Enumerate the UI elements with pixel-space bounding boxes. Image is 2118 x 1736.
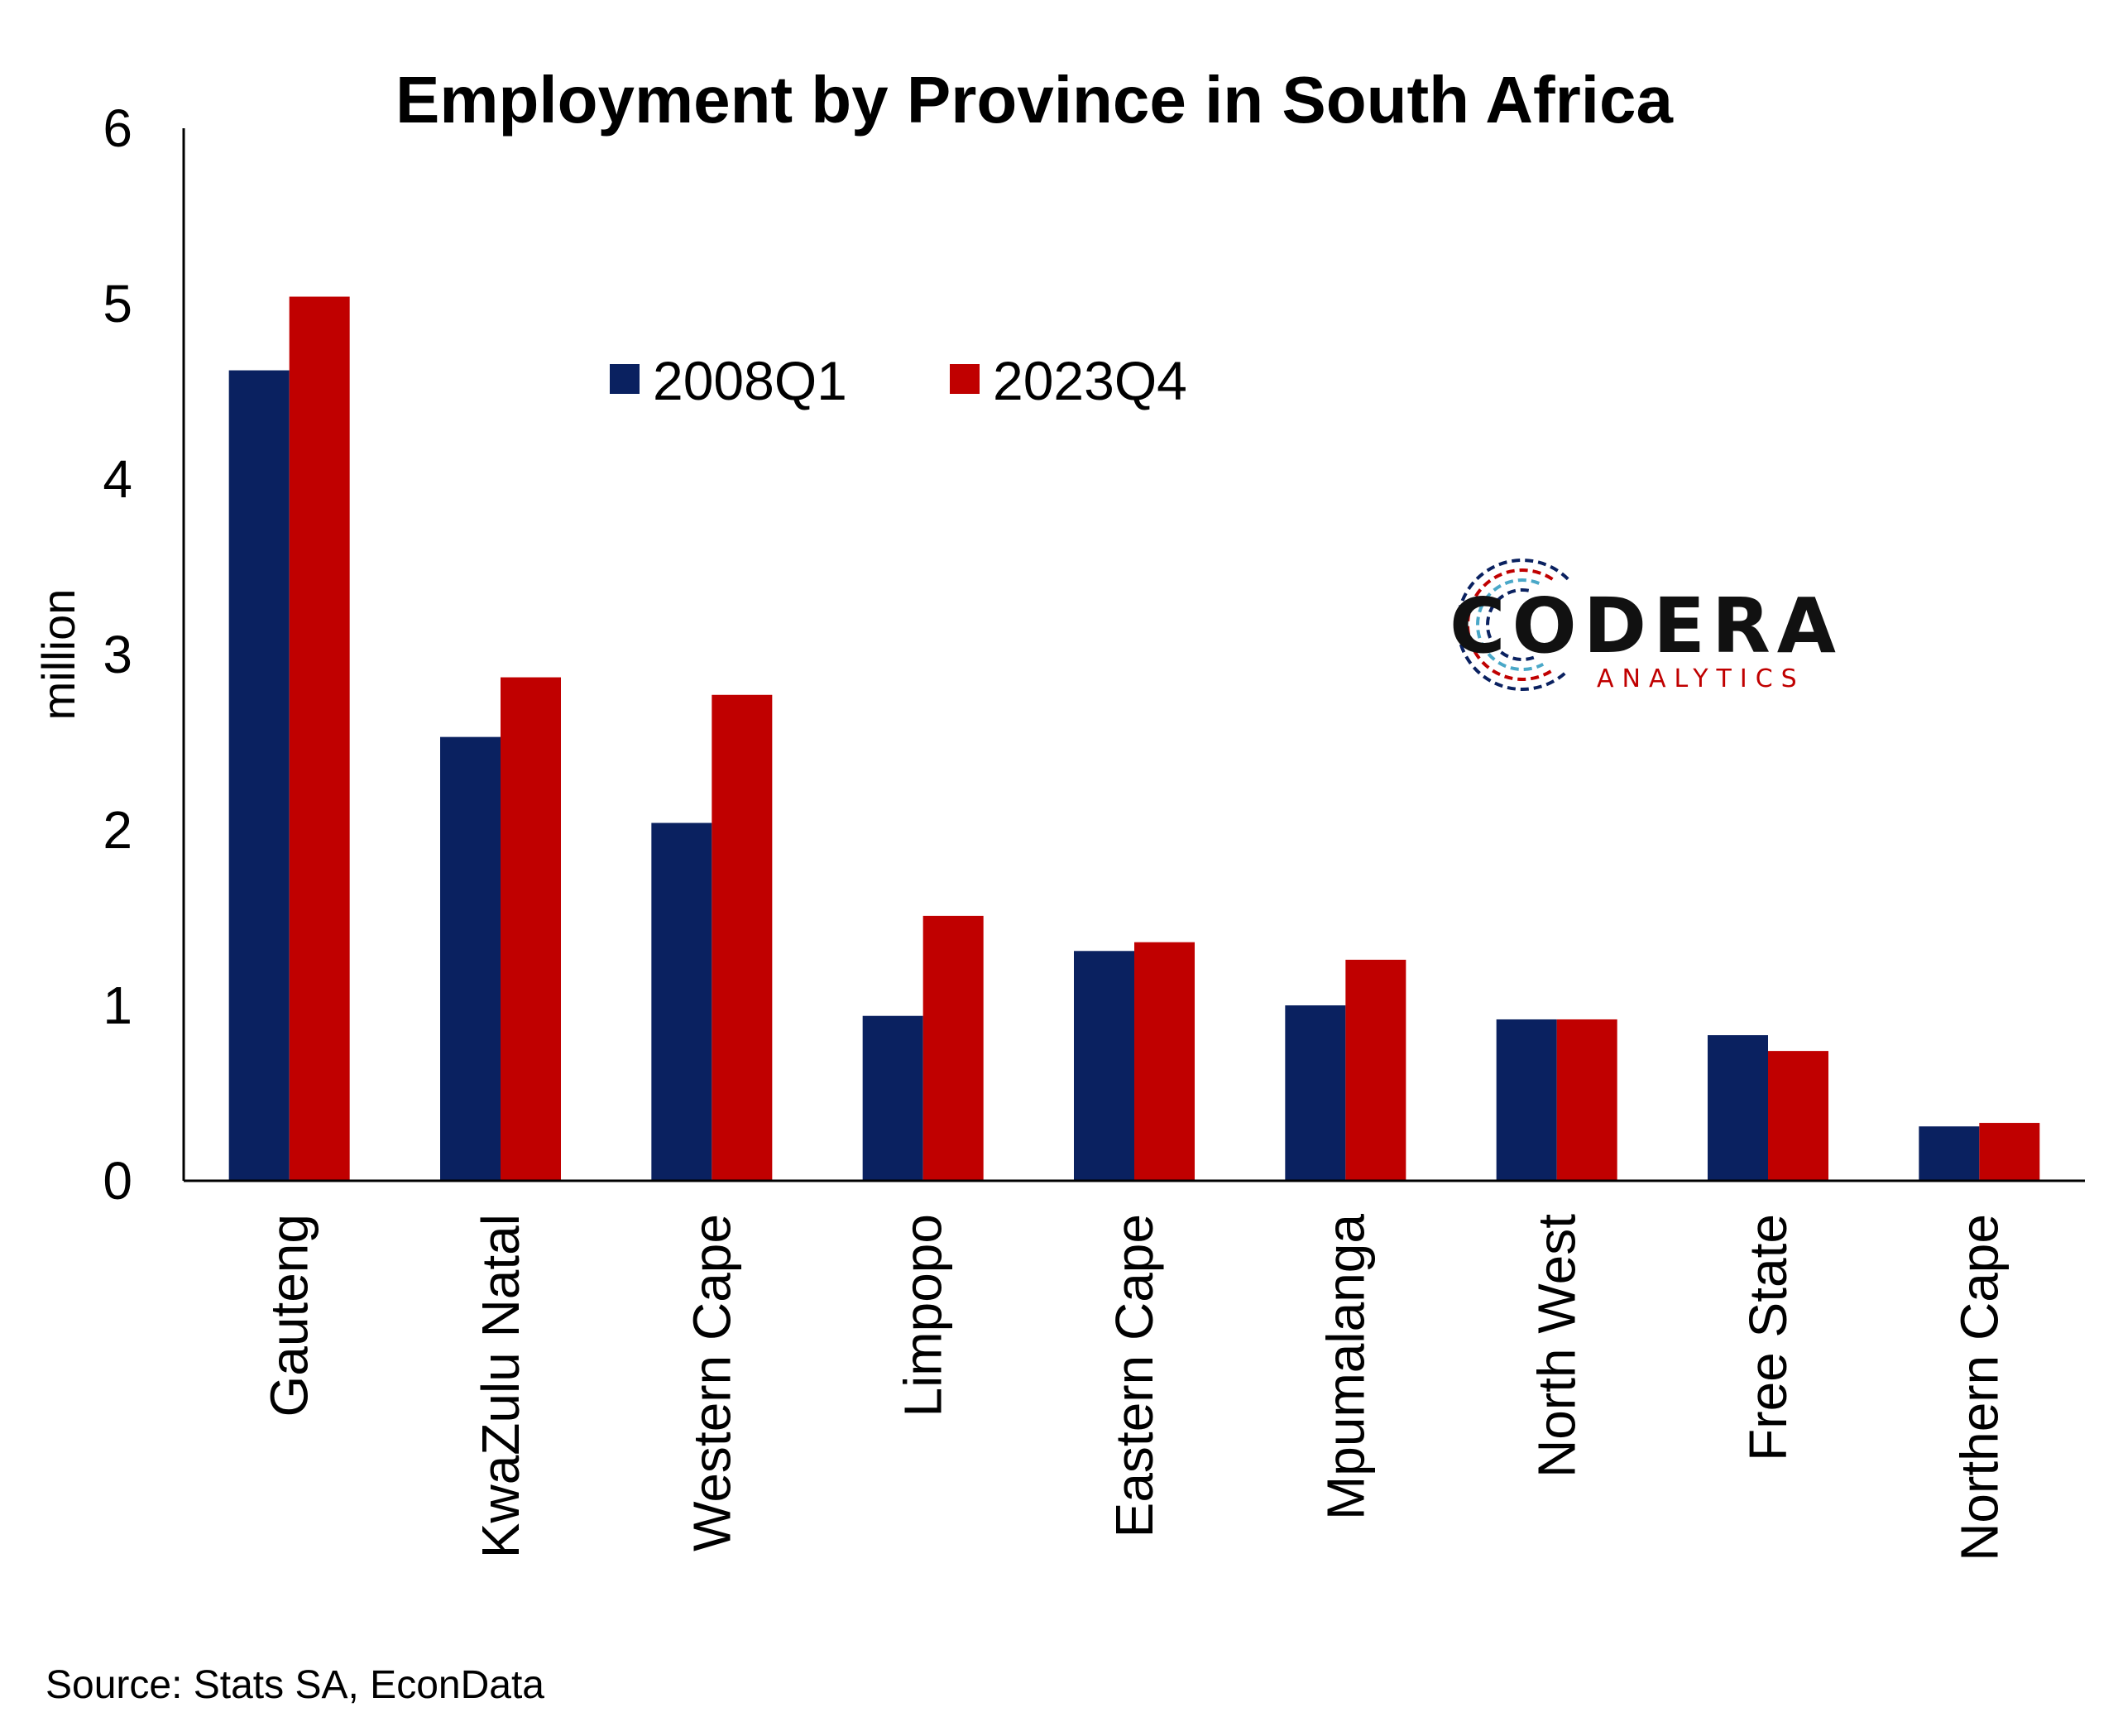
chart-title: Employment by Province in South Africa [395,63,1673,137]
legend-swatch [950,364,980,394]
x-tick-label: Northern Cape [1949,1214,2009,1561]
bar-2008Q1-gauteng [228,370,290,1181]
bar-2008Q1-western-cape [651,822,712,1181]
bar-2008Q1-eastern-cape [1074,951,1134,1181]
x-tick-label: Free State [1738,1214,1798,1461]
x-tick-label: KwaZulu Natal [471,1214,530,1558]
bar-2023Q4-eastern-cape [1134,942,1195,1181]
y-axis: 0 1 2 3 4 5 6 [103,98,185,1211]
x-tick-label: Gauteng [260,1214,319,1417]
bar-2008Q1-mpumalanga [1285,1005,1346,1181]
x-tick-label: Mpumalanga [1315,1214,1375,1520]
bar-2008Q1-kwazulu-natal [440,736,501,1181]
logo-arc [1466,568,1556,681]
legend-label: 2008Q1 [653,350,847,411]
logo-wordmark: CODERA [1450,582,1842,670]
legend-label: 2023Q4 [993,350,1187,411]
logo-arc [1455,559,1569,691]
legend-swatch [610,364,640,394]
bar-2023Q4-mpumalanga [1345,959,1406,1181]
legend: 2008Q1 2023Q4 [610,350,1187,411]
bars [228,296,2040,1181]
bar-2008Q1-north-west [1496,1019,1557,1181]
bar-2023Q4-free-state [1768,1051,1828,1181]
logo-arc [1486,588,1535,661]
y-tick-label: 0 [103,1151,132,1211]
y-tick-label: 5 [103,274,132,333]
source-label: Source: Stats SA, EconData [46,1663,544,1707]
logo-arc [1476,578,1545,671]
y-tick-label: 1 [103,976,132,1035]
x-tick-label: Eastern Cape [1105,1214,1164,1537]
bar-2023Q4-north-west [1556,1019,1617,1181]
bar-2023Q4-limpopo [922,915,984,1181]
bar-2008Q1-northern-cape [1919,1126,1980,1181]
x-tick-label: North West [1527,1214,1587,1478]
y-tick-label: 3 [103,625,132,684]
bar-2008Q1-free-state [1708,1035,1768,1181]
x-tick-label: Western Cape [682,1214,741,1551]
bar-2023Q4-kwazulu-natal [501,677,561,1181]
x-tick-label: Limpopo [894,1214,953,1417]
y-tick-label: 4 [103,449,132,509]
y-tick-label: 2 [103,800,132,860]
logo-tagline: ANALYTICS [1597,664,1805,693]
bar-2023Q4-gauteng [289,296,350,1181]
x-axis: Gauteng KwaZulu Natal Western Cape Limpopo E… [184,1179,2085,1561]
y-axis-title: million [32,589,84,721]
bar-2008Q1-limpopo [862,1015,923,1181]
bar-2023Q4-northern-cape [1979,1123,2040,1181]
y-tick-label: 6 [103,98,132,158]
bar-2023Q4-western-cape [712,694,773,1181]
